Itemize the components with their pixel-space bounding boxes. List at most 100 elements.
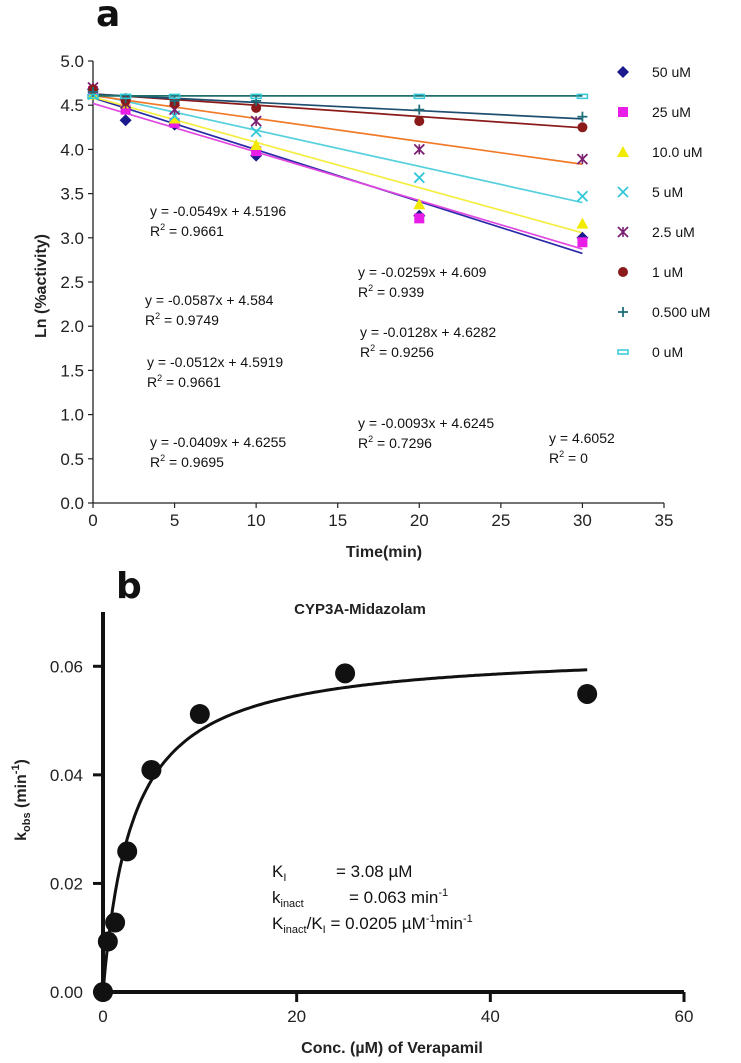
plus-marker [414,104,425,115]
legend-label: 5 uM [652,184,683,200]
legend-label: 25 uM [652,104,691,120]
param-kinact: kinact = 0.063 min-1 [272,887,448,910]
legend-label: 0 uM [652,344,683,360]
legend-label: 10.0 uM [652,144,703,160]
plus-marker [88,86,98,97]
y-tick-label: 3.0 [60,229,84,248]
ratio-sub2: I [323,924,326,936]
chart-b-points [93,663,598,1002]
ratio-mid: /K [307,914,324,933]
star-marker [617,226,629,238]
r-squared: R2 = 0.939 [358,283,424,300]
kinact-sub: inact [281,898,304,910]
chart-a-annotations: y = -0.0549x + 4.5196 R2 = 0.9661 y = -0.0… [145,203,615,470]
triangle-marker [413,198,426,210]
chart-a-legend: 50 uM 25 uM 10.0 uM 5 uM 2.5 uM 1 uM 0.500 uM 0… [617,64,710,360]
data-point [93,982,113,1002]
y-tick-label: 0.04 [50,766,83,785]
dash-marker [250,93,262,100]
data-point [335,663,356,684]
x-marker [250,126,262,138]
data-point [141,759,162,780]
y-tick-label: 0.02 [50,874,83,893]
y-tick-label: 2.5 [60,273,84,292]
param-ki: KI = 3.08 µM [272,862,412,884]
triangle-marker [168,112,181,124]
x-marker [576,190,589,202]
circle-marker [251,102,262,113]
marker-stroke [617,186,629,198]
x-tick-label: 60 [675,1007,694,1026]
marker-stroke [250,126,262,138]
x-marker [413,172,425,184]
ratio-value: = 0.0205 µM [326,914,426,933]
trend-equation: y = -0.0587x + 4.584 [145,292,274,308]
kinact-label: k [272,888,281,907]
r-squared-value: 0.939 [389,284,424,300]
chart-b-axes: 0.00 0.02 0.04 0.06 0 20 40 60 [50,612,694,1026]
trend-equation: y = -0.0128x + 4.6282 [360,324,496,340]
marker-stroke [576,93,589,100]
ylabel-close: ) [13,759,30,764]
legend-label: 0.500 uM [652,304,710,320]
y-tick-label: 1.5 [60,361,84,380]
circle-marker [577,122,588,133]
y-tick-label: 0.06 [50,657,83,676]
triangle-marker [617,146,629,157]
marker-stroke [413,93,426,100]
r-squared-value: 0.9695 [181,454,224,470]
marker-stroke [617,349,629,355]
triangle-marker [250,138,263,150]
kinact-value: = 0.063 min [349,888,438,907]
legend-label: 50 uM [652,64,691,80]
data-point [117,841,138,862]
r-squared-value: 0.9256 [391,344,434,360]
dash-marker [413,93,426,100]
param-ratio: Kinact/KI = 0.0205 µM-1min-1 [272,913,473,936]
marker-stroke [87,93,99,100]
plus-marker [577,111,588,122]
ratio-unit: min [436,914,463,933]
chart-b-fit-curve [101,668,588,993]
x-tick-label: 0 [98,1007,107,1026]
r-squared: R2 = 0.9749 [145,311,219,328]
ratio-sup2: -1 [463,913,473,925]
triangle-marker [576,217,589,229]
y-tick-label: 4.5 [60,96,84,115]
r-squared: R2 = 0 [549,449,588,466]
y-tick-label: 0.5 [60,450,84,469]
panel-a-label: a [96,0,120,35]
chart-b-xlabel: Conc. (µM) of Verapamil [301,1040,483,1057]
legend-label: 2.5 uM [652,224,695,240]
star-marker [413,143,425,156]
x-tick-label: 30 [573,511,592,530]
chart-a-ylabel: Ln (%activity) [33,234,50,338]
x-tick-label: 0 [88,511,97,530]
trend-equation: y = -0.0093x + 4.6245 [358,415,494,431]
trend-equation: y = -0.0512x + 4.5919 [147,354,283,370]
data-point [97,931,118,952]
r-squared-value: 0.9749 [176,312,219,328]
ki-sub: I [283,872,286,884]
trend-equation: y = -0.0409x + 4.6255 [150,434,286,450]
trend-equation: y = 4.6052 [549,430,615,446]
y-tick-label: 5.0 [60,52,84,71]
dash-marker [119,93,132,100]
ylabel-sub: obs [21,812,33,832]
chart-b-ylabel: kobs (min-1) [10,759,33,841]
panel-b-label: b [116,566,142,607]
marker-stroke [119,93,132,100]
dash-marker [87,93,99,100]
data-point [105,912,126,933]
y-tick-label: 4.0 [60,140,84,159]
ylabel-rest: (min [13,774,30,812]
r-squared-value: 0.9661 [181,223,224,239]
chart-a-axes: 0.0 0.5 1.0 1.5 2.0 2.5 3.0 3.5 4.0 4.5 5.0 0 5 10 15 2… [60,52,673,530]
r-squared-value: 0 [580,450,588,466]
plus-marker [169,95,180,106]
square-marker [577,237,588,248]
dash-marker [617,349,629,355]
marker-stroke [250,93,262,100]
diamond-marker [617,66,629,78]
plus-marker [618,307,628,317]
